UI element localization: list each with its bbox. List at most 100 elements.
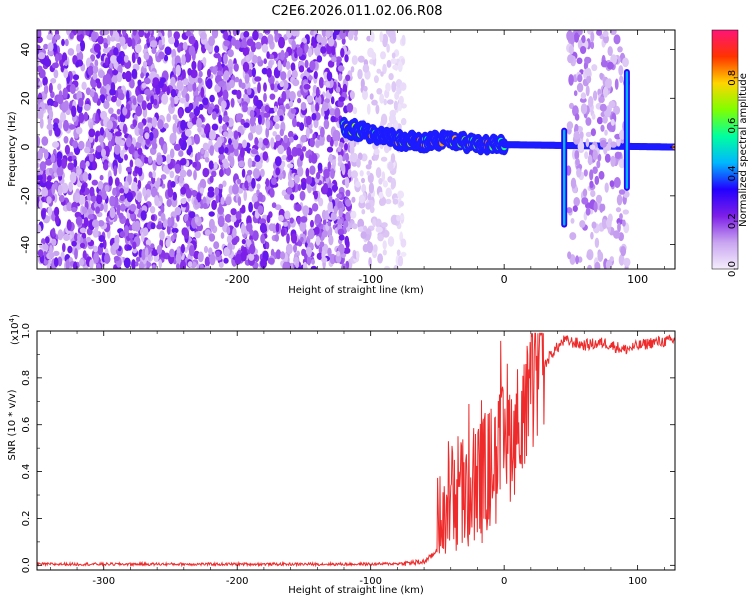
noise-speckle: [242, 139, 247, 149]
noise-speckle: [291, 70, 298, 79]
noise-speckle: [196, 192, 202, 203]
noise-speckle: [365, 164, 372, 170]
noise-speckle: [47, 206, 53, 217]
noise-speckle: [258, 192, 263, 202]
noise-speckle: [51, 227, 56, 238]
noise-speckle: [302, 261, 308, 269]
noise-speckle: [223, 40, 230, 47]
noise-speckle: [252, 230, 259, 242]
noise-speckle: [566, 207, 573, 214]
noise-speckle: [273, 115, 280, 123]
noise-speckle: [202, 142, 209, 151]
noise-speckle: [304, 42, 308, 54]
noise-speckle: [134, 165, 140, 174]
noise-speckle: [149, 40, 158, 48]
noise-speckle: [400, 103, 407, 109]
x-tick-label: 100: [627, 273, 648, 286]
noise-speckle: [220, 196, 225, 205]
noise-speckle: [393, 100, 398, 111]
noise-speckle: [243, 93, 248, 100]
noise-speckle: [352, 107, 358, 115]
noise-speckle: [257, 82, 261, 94]
noise-speckle: [89, 186, 95, 197]
noise-speckle: [338, 73, 343, 82]
noise-speckle: [66, 219, 72, 231]
noise-speckle: [591, 221, 597, 229]
noise-speckle: [51, 183, 56, 195]
noise-speckle: [594, 175, 600, 185]
noise-speckle: [387, 236, 395, 247]
noise-speckle: [587, 154, 593, 166]
noise-speckle: [397, 190, 405, 199]
x-tick-label: -300: [92, 576, 115, 587]
noise-speckle: [602, 86, 609, 98]
noise-speckle: [318, 197, 324, 207]
noise-speckle: [371, 99, 378, 106]
noise-speckle: [589, 144, 596, 150]
noise-speckle: [202, 167, 210, 178]
noise-speckle: [208, 247, 213, 255]
noise-speckle: [185, 30, 192, 37]
noise-speckle: [594, 261, 601, 269]
noise-speckle: [596, 160, 601, 169]
noise-speckle: [167, 187, 174, 198]
noise-speckle: [71, 207, 78, 213]
noise-speckle: [381, 33, 389, 45]
noise-speckle: [300, 236, 304, 243]
noise-speckle: [274, 234, 280, 242]
noise-speckle: [138, 30, 145, 38]
noise-speckle: [75, 61, 80, 68]
noise-speckle: [218, 261, 224, 268]
noise-speckle: [345, 212, 351, 222]
noise-speckle: [600, 124, 605, 132]
noise-speckle: [38, 80, 43, 88]
noise-speckle: [277, 145, 285, 155]
noise-speckle: [296, 121, 301, 127]
noise-speckle: [214, 45, 220, 53]
noise-speckle: [91, 179, 99, 186]
noise-speckle: [299, 190, 306, 201]
noise-speckle: [321, 249, 326, 261]
noise-speckle: [300, 101, 307, 111]
snr-ticks: -300 -200 -100 0 100 0.0 0.2 0.4 0.6 0.8 1.0: [21, 323, 675, 587]
noise-speckle: [48, 252, 55, 259]
noise-speckle: [173, 143, 181, 151]
noise-speckle: [249, 243, 256, 255]
noise-speckle: [287, 163, 294, 169]
noise-speckle: [97, 69, 105, 79]
noise-speckle: [156, 224, 163, 230]
noise-speckle: [79, 242, 86, 249]
noise-speckle: [604, 129, 608, 136]
noise-speckle: [147, 155, 153, 164]
noise-speckle: [378, 191, 384, 199]
noise-speckle: [288, 136, 294, 143]
noise-speckle: [99, 242, 104, 248]
noise-speckle: [37, 149, 43, 161]
figure-title: C2E6.2026.011.02.06.R08: [271, 4, 442, 19]
noise-speckle: [275, 134, 281, 142]
noise-speckle: [75, 216, 83, 226]
noise-speckle: [58, 194, 65, 203]
noise-speckle: [143, 157, 149, 164]
noise-speckle: [317, 162, 323, 171]
spectrogram-frame: [36, 29, 676, 270]
noise-speckle: [173, 38, 179, 48]
noise-speckle: [204, 126, 208, 135]
noise-speckle: [381, 171, 386, 182]
noise-speckle: [170, 96, 175, 108]
noise-speckle: [41, 136, 49, 146]
noise-speckle: [318, 77, 324, 89]
noise-speckle: [144, 30, 149, 34]
noise-speckle: [245, 54, 250, 62]
noise-speckle: [295, 203, 302, 212]
noise-speckle: [396, 249, 401, 256]
noise-speckle: [76, 33, 84, 42]
noise-speckle: [78, 97, 84, 108]
noise-speckle: [618, 65, 624, 76]
noise-speckle: [622, 209, 629, 215]
noise-speckle: [581, 197, 589, 205]
noise-speckle: [579, 131, 584, 139]
noise-speckle: [134, 150, 139, 161]
noise-speckle: [199, 187, 205, 194]
noise-speckle: [83, 103, 91, 111]
